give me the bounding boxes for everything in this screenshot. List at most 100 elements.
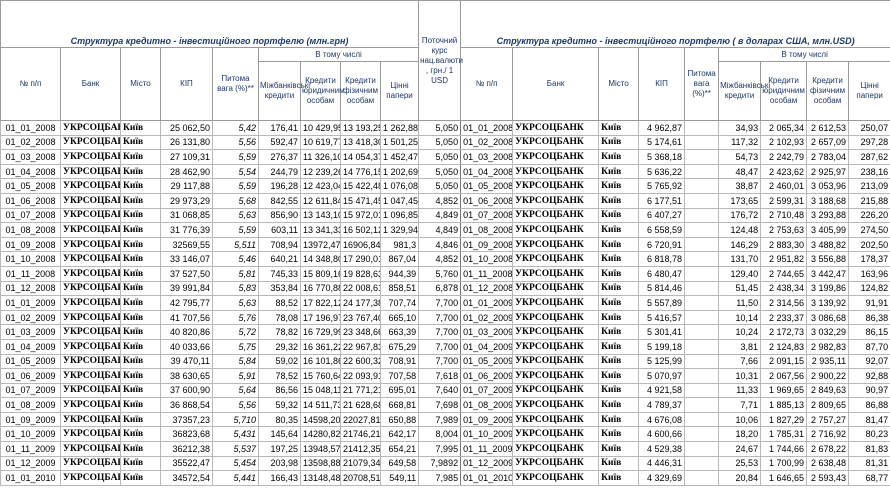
empty-cell — [684, 192, 720, 209]
cell: 18,20 — [718, 426, 762, 443]
cell: 5,81 — [212, 265, 259, 282]
rate-cell: 7,700 — [418, 295, 462, 311]
cell: 13 193,25 — [340, 120, 381, 136]
cell: 213,09 — [848, 178, 890, 194]
cell: 28 462,90 — [160, 163, 213, 180]
cell: 5 174,61 — [638, 134, 686, 151]
cell: 549,11 — [379, 470, 420, 486]
cell: 01_05_2008 — [0, 178, 61, 194]
cell: 15 422,48 — [340, 178, 381, 194]
cell: УКРСОЦБАНК — [60, 222, 121, 238]
cell: 40 033,66 — [160, 338, 213, 355]
cell: 01_02_2008 — [460, 134, 514, 151]
cell: 13 418,30 — [340, 134, 381, 151]
column-header: Міжбанківські кредити — [258, 61, 310, 121]
cell: 35522,47 — [160, 455, 213, 472]
cell: УКРСОЦБАНК — [512, 470, 600, 486]
data-row: 01_01_2009УКРСОЦБАНККиїв42 795,775,6388,… — [0, 295, 890, 311]
cell: 37357,23 — [160, 411, 213, 428]
cell: 353,84 — [258, 280, 301, 297]
cell: 1 047,45 — [379, 192, 420, 209]
empty-cell — [684, 309, 720, 326]
cell: 287,62 — [848, 149, 890, 165]
cell: 14598,20 — [300, 411, 341, 428]
cell: 858,51 — [379, 280, 420, 297]
cell: УКРСОЦБАНК — [60, 411, 121, 428]
cell: 163,96 — [848, 265, 890, 282]
cell: Київ — [598, 368, 640, 384]
cell: 34,93 — [718, 120, 762, 136]
cell: УКРСОЦБАНК — [512, 192, 600, 209]
empty-cell — [684, 324, 720, 340]
rate-cell: 7,985 — [418, 470, 462, 486]
cell: 39 991,84 — [160, 280, 213, 297]
cell: УКРСОЦБАНК — [512, 134, 600, 151]
cell: Київ — [598, 149, 640, 165]
cell: Київ — [598, 207, 640, 224]
cell: УКРСОЦБАНК — [512, 280, 600, 297]
cell: 38 630,65 — [160, 368, 213, 384]
cell: 5 125,99 — [638, 353, 686, 370]
cell: 5,63 — [212, 295, 259, 311]
cell: 12 611,84 — [300, 192, 341, 209]
data-row: 01_03_2008УКРСОЦБАНККиїв27 109,315,59276… — [0, 149, 890, 165]
cell: 21 628,68 — [340, 397, 381, 413]
cell: 01_08_2008 — [460, 222, 514, 238]
data-row: 01_01_2008УКРСОЦБАНККиїв25 062,505,42176… — [0, 120, 890, 136]
cell: Київ — [598, 324, 640, 340]
cell: УКРСОЦБАНК — [60, 309, 121, 326]
cell: 3 556,88 — [806, 251, 850, 267]
data-row: 01_08_2009УКРСОЦБАНККиїв36 868,545,5659,… — [0, 397, 890, 413]
data-row: 01_05_2008УКРСОЦБАНККиїв29 117,885,59196… — [0, 178, 890, 194]
cell: 17 196,97 — [300, 309, 341, 326]
data-row: 01_06_2008УКРСОЦБАНККиїв29 973,295,68842… — [0, 192, 890, 209]
cell: 38,87 — [718, 178, 762, 194]
cell: УКРСОЦБАНК — [60, 470, 121, 486]
cell: 124,48 — [718, 222, 762, 238]
cell: 92,88 — [848, 368, 890, 384]
cell: 16 101,86 — [300, 353, 341, 370]
cell: 32569,55 — [160, 236, 213, 253]
cell: 178,37 — [848, 251, 890, 267]
cell: 14280,82 — [300, 426, 341, 443]
cell: 146,29 — [718, 236, 762, 253]
cell: 5,63 — [212, 207, 259, 224]
cell: 80,35 — [258, 411, 301, 428]
subgroup-header: В тому числі — [257, 47, 420, 62]
cell: 81,83 — [848, 441, 890, 457]
cell: 17 822,12 — [300, 295, 341, 311]
empty-cell — [684, 222, 720, 238]
cell: 19 828,63 — [340, 265, 381, 282]
cell: 01_06_2008 — [460, 192, 514, 209]
cell: 01_11_2008 — [0, 265, 61, 282]
cell: УКРСОЦБАНК — [60, 192, 121, 209]
cell: 20708,51 — [340, 470, 381, 486]
cell: 12 239,26 — [300, 163, 341, 180]
cell: 22027,81 — [340, 411, 381, 428]
empty-cell — [684, 368, 720, 384]
data-row: 01_10_2009УКРСОЦБАНККиїв36823,685,431145… — [0, 426, 890, 443]
cell: 203,98 — [258, 455, 301, 472]
column-header: Питома вага (%)** — [212, 47, 259, 121]
cell: 2 067,56 — [760, 368, 808, 384]
section-title: Структура кредитно - інвестиційного порт… — [0, 0, 420, 48]
cell: 01_11_2009 — [0, 441, 61, 457]
rate-cell: 7,618 — [418, 368, 462, 384]
cell: УКРСОЦБАНК — [512, 338, 600, 355]
cell: 01_03_2009 — [460, 324, 514, 340]
column-header: Місто — [120, 47, 161, 121]
cell: 2 657,09 — [806, 134, 850, 151]
cell: 654,21 — [379, 441, 420, 457]
rate-cell: 7,995 — [418, 441, 462, 457]
cell: 3 405,99 — [806, 222, 850, 238]
cell: 21079,34 — [340, 455, 381, 472]
cell: 2 883,30 — [760, 236, 808, 253]
rate-cell: 5,050 — [418, 178, 462, 194]
cell: 36 868,54 — [160, 397, 213, 413]
column-header: Кредити юридичним особам — [300, 61, 345, 121]
cell: 54,73 — [718, 149, 762, 165]
cell: 2 744,65 — [760, 265, 808, 282]
data-row: 01_07_2008УКРСОЦБАНККиїв31 068,855,63856… — [0, 207, 890, 224]
cell: 250,07 — [848, 120, 890, 136]
cell: 5,441 — [212, 470, 259, 486]
